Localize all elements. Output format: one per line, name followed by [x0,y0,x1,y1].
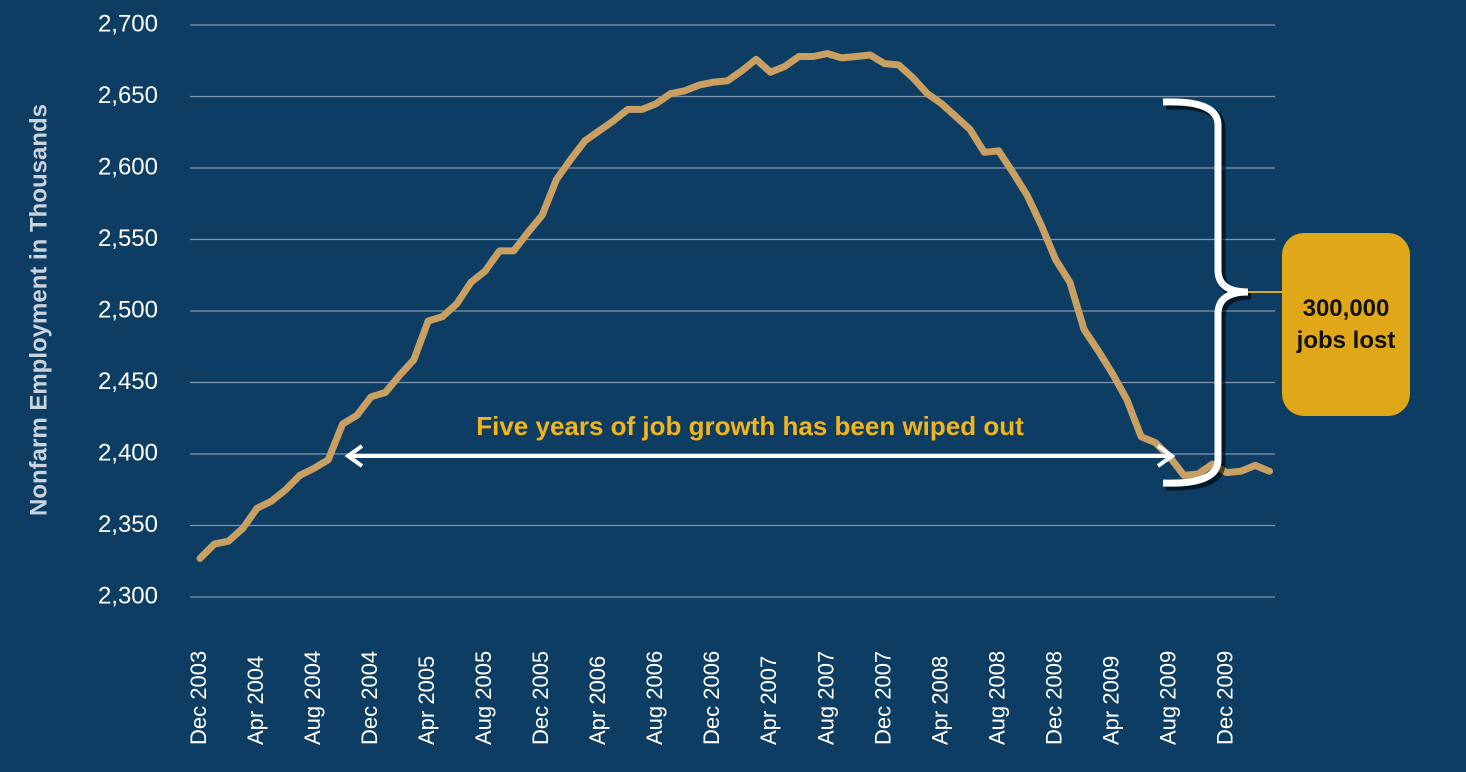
data-line [196,50,1273,562]
x-tick-label: Dec 2007 [870,651,895,745]
x-tick-label: Aug 2007 [813,651,838,745]
x-tick-label: Dec 2003 [186,651,211,745]
y-tick-label: 2,700 [98,10,158,37]
y-tick-label: 2,450 [98,368,158,395]
x-tick-label: Aug 2004 [300,651,325,745]
y-tick-label: 2,600 [98,153,158,180]
x-tick-label: Dec 2006 [699,651,724,745]
x-tick-label: Dec 2009 [1213,651,1238,745]
x-tick-label: Aug 2006 [642,651,667,745]
x-tick-label: Dec 2008 [1041,651,1066,745]
y-axis-label: Nonfarm Employment in Thousands [25,104,52,516]
y-tick-label: 2,550 [98,225,158,252]
y-tick-label: 2,500 [98,296,158,323]
y-tick-label: 2,400 [98,439,158,466]
x-tick-label: Apr 2004 [243,656,268,745]
x-tick-label: Apr 2005 [414,656,439,745]
x-tick-label: Aug 2009 [1155,651,1180,745]
brace [1162,98,1249,487]
y-tick-label: 2,350 [98,511,158,538]
y-tick-label: 2,650 [98,82,158,109]
arrow-annotation: Five years of job growth has been wiped … [476,411,1024,441]
x-tick-label: Apr 2006 [585,656,610,745]
plot-area: 2,300 2,350 2,400 2,450 2,500 2,550 2,600 2,650… [98,10,1275,745]
x-tick-label: Apr 2007 [756,656,781,745]
x-tick-label: Dec 2005 [528,651,553,745]
annotation-box: 300,000 jobs lost [1282,233,1410,416]
x-tick-label: Apr 2008 [927,656,952,745]
x-tick-label: Aug 2008 [984,651,1009,745]
y-tick-label: 2,300 [98,582,158,609]
x-tick-label: Dec 2004 [357,651,382,745]
x-tick-label: Apr 2009 [1098,656,1123,745]
arrow-heads [344,444,1176,468]
x-tick-label: Aug 2005 [471,651,496,745]
